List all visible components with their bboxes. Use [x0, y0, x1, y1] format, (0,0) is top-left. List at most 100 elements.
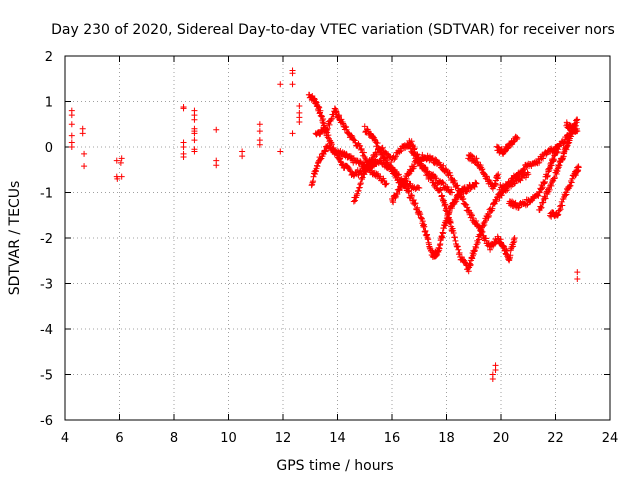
data-point [348, 132, 355, 139]
data-point [473, 180, 480, 187]
data-point [473, 244, 480, 251]
data-point [574, 275, 581, 282]
data-point [118, 155, 125, 162]
y-tick-label: 0 [45, 141, 53, 156]
data-point [472, 179, 479, 186]
data-point [352, 197, 359, 204]
data-point [328, 116, 335, 123]
data-point [439, 230, 446, 237]
data-point [356, 184, 363, 191]
data-point [476, 236, 483, 243]
x-tick-label: 24 [602, 431, 619, 446]
data-point [410, 143, 417, 150]
data-point [520, 165, 527, 172]
data-point [388, 158, 395, 165]
data-point [542, 195, 549, 202]
data-point [357, 180, 364, 187]
data-point [256, 128, 263, 135]
data-point [487, 246, 494, 253]
data-point [495, 171, 502, 178]
data-point [559, 202, 566, 209]
data-point [414, 204, 421, 211]
data-point [358, 145, 365, 152]
data-point [563, 191, 570, 198]
data-point [557, 206, 564, 213]
data-point [398, 184, 405, 191]
data-point [440, 180, 447, 187]
data-point [422, 166, 429, 173]
data-point [548, 182, 555, 189]
data-point [444, 183, 451, 190]
data-point [239, 153, 246, 160]
data-point [538, 204, 545, 211]
data-point [450, 229, 457, 236]
data-point [485, 212, 492, 219]
data-point [383, 180, 390, 187]
data-point [180, 105, 187, 112]
data-point [367, 159, 374, 166]
data-point [277, 148, 284, 155]
data-point [456, 188, 463, 195]
y-tick-label: -2 [40, 232, 53, 247]
data-point [507, 252, 514, 259]
data-point [513, 174, 520, 181]
data-point [506, 182, 513, 189]
data-point [421, 165, 428, 172]
y-tick-label: 2 [45, 50, 53, 65]
data-point [389, 197, 396, 204]
data-point [474, 239, 481, 246]
data-point [340, 120, 347, 127]
data-point [548, 162, 555, 169]
data-point [410, 197, 417, 204]
data-point [452, 237, 459, 244]
data-point [376, 145, 383, 152]
data-point [180, 154, 187, 161]
data-point [541, 179, 548, 186]
data-point [473, 218, 480, 225]
data-point [454, 182, 461, 189]
data-point [480, 223, 487, 230]
data-point [191, 130, 198, 137]
data-point [383, 157, 390, 164]
data-point [416, 209, 423, 216]
data-point [510, 138, 517, 145]
data-point [407, 145, 414, 152]
data-point [544, 172, 551, 179]
data-point [256, 141, 263, 148]
data-point [554, 212, 561, 219]
data-point [439, 179, 446, 186]
data-point [68, 121, 75, 128]
data-point [377, 157, 384, 164]
data-point [546, 186, 553, 193]
data-point [191, 116, 198, 123]
data-point [418, 215, 425, 222]
data-point [81, 163, 88, 170]
data-point [493, 198, 500, 205]
data-point [338, 116, 345, 123]
data-point [419, 151, 426, 158]
data-point [191, 148, 198, 155]
data-point [510, 177, 517, 184]
data-point [411, 151, 418, 158]
data-point [543, 151, 550, 158]
data-point [460, 195, 467, 202]
data-point [359, 174, 366, 181]
data-point [363, 168, 370, 175]
data-point [338, 161, 345, 168]
data-point [415, 184, 422, 191]
data-point [479, 228, 486, 235]
data-point [440, 162, 447, 169]
data-point [407, 180, 414, 187]
data-point [485, 214, 492, 221]
data-point [479, 166, 486, 173]
data-point [191, 137, 198, 144]
data-point [442, 165, 449, 172]
data-point [390, 199, 397, 206]
x-tick-label: 10 [220, 431, 237, 446]
data-point [439, 234, 446, 241]
data-point [408, 138, 415, 145]
data-point [481, 222, 488, 229]
data-point [448, 189, 455, 196]
data-point [117, 159, 124, 166]
